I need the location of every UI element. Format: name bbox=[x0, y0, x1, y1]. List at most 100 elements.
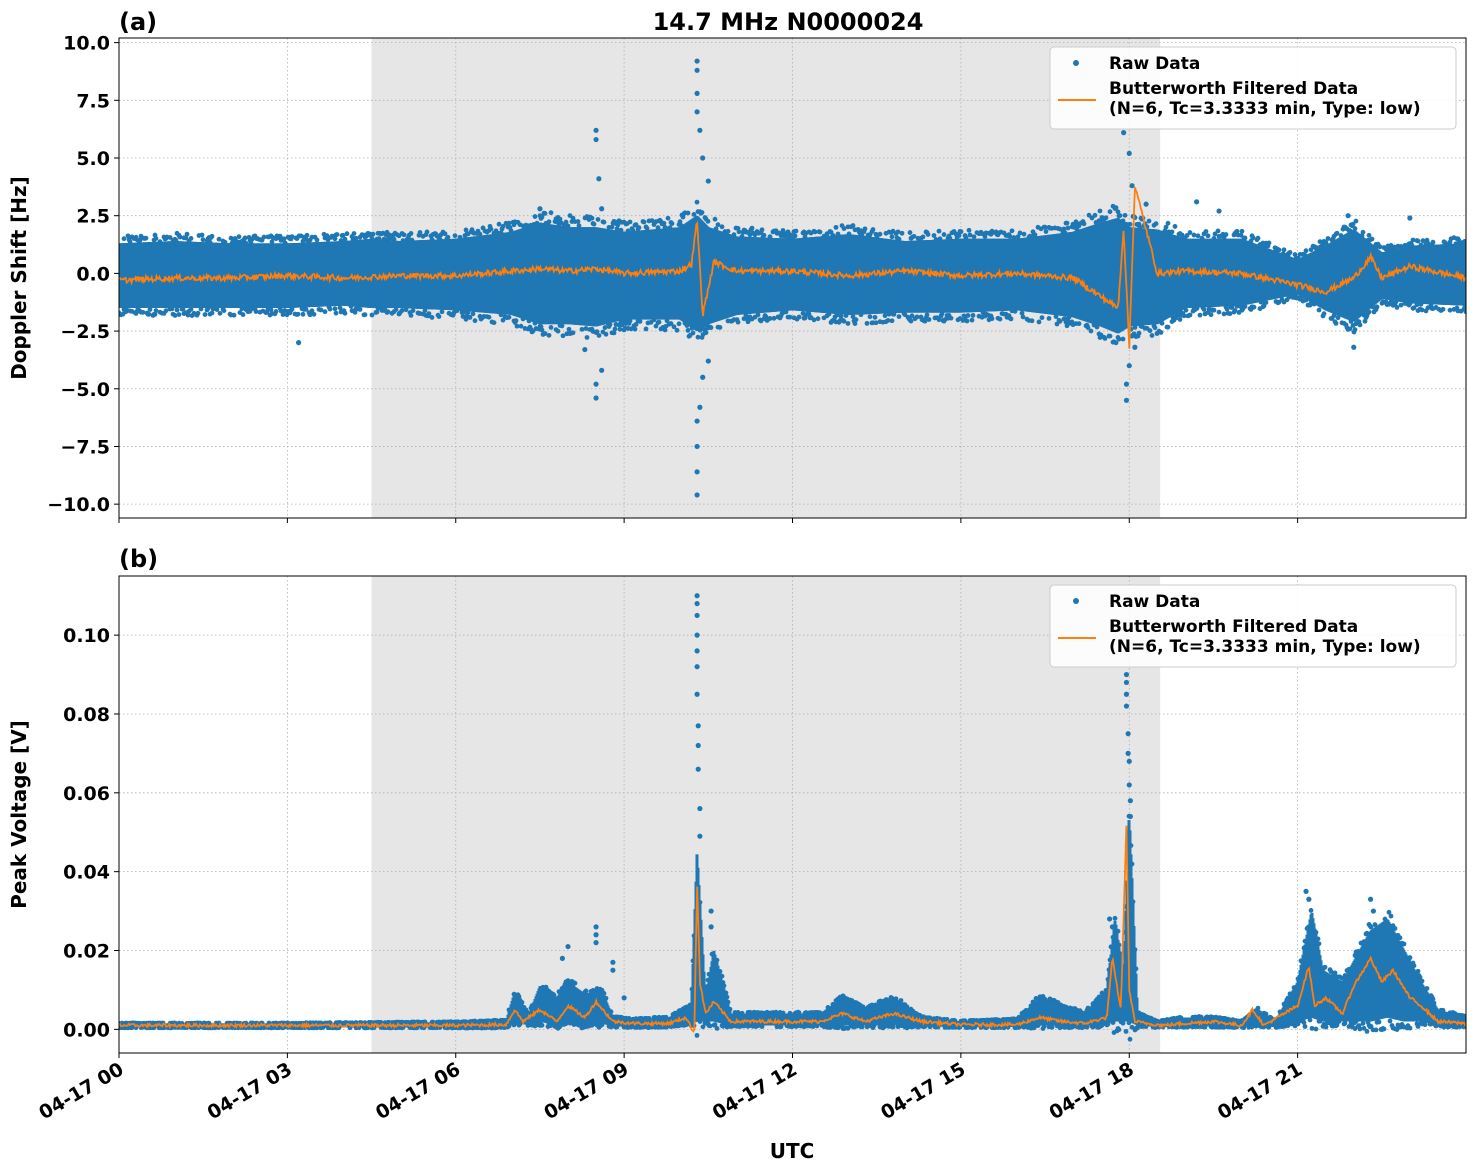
raw-data-point bbox=[307, 312, 313, 318]
raw-data-point bbox=[393, 307, 399, 312]
raw-data-point bbox=[1216, 208, 1222, 214]
raw-data-point bbox=[214, 307, 220, 312]
raw-data-point bbox=[694, 109, 700, 115]
raw-data-point bbox=[261, 234, 267, 240]
raw-data-point bbox=[513, 318, 519, 324]
raw-data-point bbox=[889, 234, 895, 240]
raw-data-point bbox=[759, 227, 765, 233]
raw-data-point bbox=[351, 231, 357, 236]
raw-data-point bbox=[599, 206, 605, 212]
raw-data-point bbox=[677, 219, 683, 225]
raw-data-point bbox=[185, 312, 191, 318]
raw-data-point bbox=[429, 315, 435, 320]
raw-data-point bbox=[1163, 224, 1169, 230]
raw-data-point bbox=[850, 314, 856, 320]
raw-data-point bbox=[1120, 336, 1126, 342]
raw-data-point bbox=[593, 395, 599, 401]
raw-data-point bbox=[697, 899, 703, 905]
raw-data-point bbox=[289, 234, 295, 240]
raw-data-point bbox=[964, 318, 970, 324]
raw-data-point bbox=[579, 326, 585, 332]
raw-data-point bbox=[1132, 344, 1138, 350]
raw-data-point bbox=[570, 215, 576, 221]
raw-data-point bbox=[1234, 228, 1240, 234]
raw-data-point bbox=[1369, 236, 1375, 242]
raw-data-point bbox=[931, 233, 937, 238]
raw-data-point bbox=[546, 332, 552, 338]
raw-data-point bbox=[1126, 363, 1132, 369]
plot-area bbox=[119, 593, 1466, 1042]
raw-data-point bbox=[231, 312, 237, 318]
raw-data-point bbox=[971, 234, 977, 240]
raw-data-point bbox=[671, 324, 677, 330]
raw-data-point bbox=[1169, 229, 1175, 235]
raw-data-point bbox=[539, 1022, 545, 1028]
raw-data-point bbox=[595, 217, 601, 222]
raw-data-point bbox=[1255, 235, 1261, 241]
raw-data-point bbox=[1335, 315, 1341, 321]
raw-data-point bbox=[1229, 305, 1235, 310]
raw-data-point bbox=[1129, 861, 1135, 867]
raw-data-point bbox=[817, 229, 823, 235]
raw-data-point bbox=[700, 374, 706, 380]
raw-data-point bbox=[303, 306, 309, 312]
raw-data-point bbox=[202, 312, 208, 317]
raw-data-point bbox=[1317, 239, 1323, 245]
raw-data-point bbox=[926, 317, 932, 322]
raw-data-point bbox=[1143, 201, 1149, 207]
raw-data-point bbox=[1017, 230, 1023, 236]
raw-data-point bbox=[615, 222, 621, 228]
raw-data-point bbox=[570, 330, 576, 336]
raw-data-point bbox=[1159, 320, 1165, 326]
raw-data-point bbox=[694, 90, 700, 96]
raw-data-point bbox=[1316, 307, 1322, 313]
raw-data-point bbox=[697, 127, 703, 133]
raw-data-point bbox=[890, 1024, 896, 1030]
raw-data-point bbox=[1146, 218, 1152, 224]
raw-data-point bbox=[452, 233, 458, 239]
raw-data-point bbox=[188, 236, 194, 241]
raw-data-point bbox=[1020, 314, 1026, 320]
figure-title: 14.7 MHz N0000024 bbox=[653, 8, 924, 36]
x-axis-label: UTC bbox=[770, 1139, 815, 1163]
raw-data-point bbox=[1043, 229, 1049, 234]
raw-data-point bbox=[719, 973, 725, 979]
raw-data-point bbox=[694, 67, 700, 73]
raw-data-point bbox=[723, 990, 729, 996]
raw-data-point bbox=[1165, 220, 1171, 226]
raw-data-point bbox=[342, 310, 348, 316]
raw-data-point bbox=[1366, 309, 1372, 315]
raw-data-point bbox=[1107, 333, 1113, 339]
raw-data-point bbox=[1334, 230, 1340, 236]
raw-data-point bbox=[209, 233, 215, 239]
raw-data-point bbox=[724, 994, 730, 1000]
raw-data-point bbox=[619, 322, 625, 328]
raw-data-point bbox=[655, 225, 661, 231]
raw-data-point bbox=[628, 326, 634, 332]
raw-data-point bbox=[969, 317, 975, 323]
raw-data-point bbox=[1407, 215, 1413, 221]
y-axis-label: Doppler Shift [Hz] bbox=[7, 176, 31, 380]
raw-data-point bbox=[163, 308, 169, 314]
raw-data-point bbox=[736, 229, 742, 235]
raw-data-point bbox=[1205, 233, 1211, 239]
raw-data-point bbox=[1425, 241, 1431, 246]
raw-data-point bbox=[1201, 307, 1207, 312]
raw-data-point bbox=[1116, 336, 1122, 342]
raw-data-point bbox=[1266, 240, 1272, 246]
raw-data-point bbox=[1029, 318, 1035, 324]
raw-data-point bbox=[1126, 150, 1132, 156]
raw-data-point bbox=[209, 310, 215, 316]
raw-data-point bbox=[1107, 209, 1113, 215]
raw-data-point bbox=[1036, 319, 1042, 325]
raw-data-point bbox=[539, 327, 545, 333]
raw-data-point bbox=[694, 418, 700, 424]
raw-data-point bbox=[281, 236, 287, 242]
raw-data-point bbox=[895, 229, 901, 235]
raw-data-point bbox=[1021, 231, 1027, 237]
raw-data-point bbox=[700, 155, 706, 161]
raw-data-point bbox=[1097, 208, 1103, 214]
raw-data-point bbox=[617, 326, 623, 332]
raw-data-point bbox=[1286, 294, 1292, 300]
raw-data-point bbox=[899, 230, 905, 236]
